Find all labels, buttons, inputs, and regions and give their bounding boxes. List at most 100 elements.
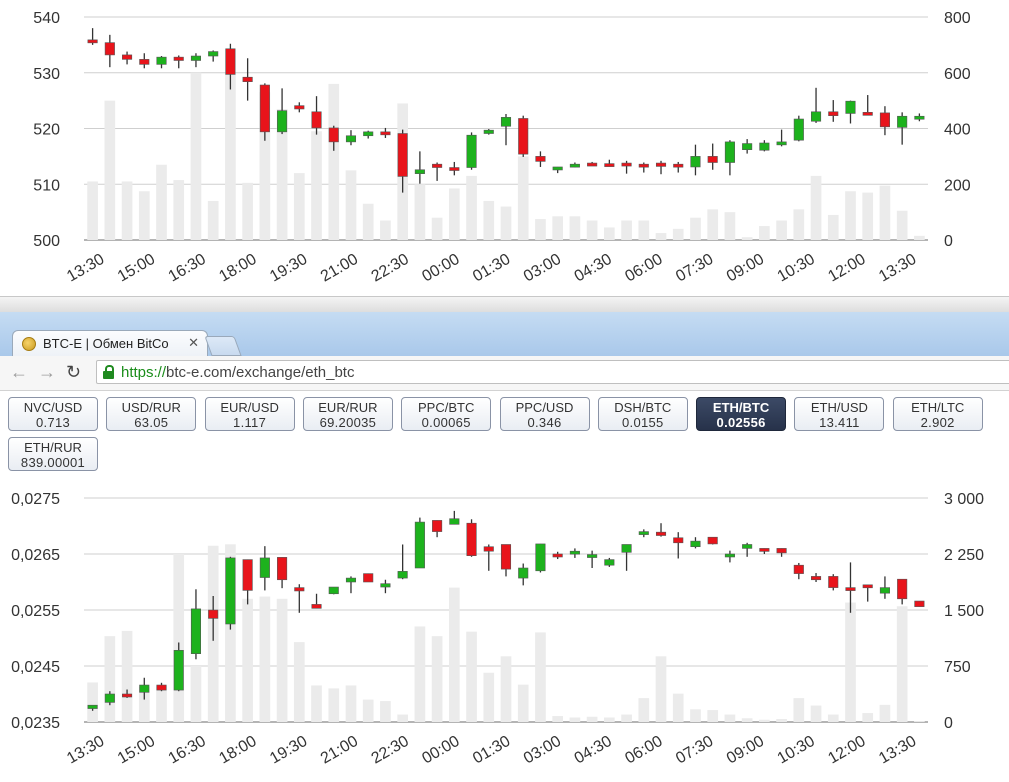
volume-bar: [638, 220, 650, 240]
volume-bar: [138, 686, 150, 722]
volume-bar: [242, 182, 253, 240]
volume-bar: [655, 656, 667, 722]
reload-icon[interactable]: ↻: [66, 362, 82, 382]
pair-name: ETH/USD: [810, 400, 868, 415]
volume-bar: [293, 642, 305, 722]
candle-up: [190, 55, 201, 61]
volume-bar: [345, 170, 357, 240]
pair-button-eur-usd[interactable]: EUR/USD 1.117: [204, 397, 295, 431]
volume-bar: [914, 721, 925, 722]
candle-down: [242, 559, 253, 591]
candle-up: [259, 557, 270, 578]
x-tick-label: 09:00: [724, 251, 767, 286]
pair-name: NVC/USD: [23, 400, 83, 415]
candle-up: [604, 559, 615, 566]
volume-bar: [707, 710, 719, 722]
pair-button-ppc-btc[interactable]: PPC/BTC 0.00065: [401, 397, 492, 431]
volume-bar: [190, 72, 202, 240]
candle-up: [500, 117, 512, 127]
candle-down: [673, 537, 684, 544]
candle-up: [811, 111, 822, 122]
pair-price: 0.02556: [716, 415, 766, 430]
x-tick-label: 13:30: [876, 733, 919, 768]
candle-down: [587, 162, 598, 167]
y-tick-label-left: 0,0275: [11, 491, 60, 508]
volume-bar: [431, 636, 443, 722]
volume-bar: [862, 713, 874, 722]
candle-down: [122, 693, 133, 698]
volume-bar: [328, 83, 340, 241]
volume-bar: [397, 714, 408, 722]
y-tick-label-right: 0: [944, 715, 953, 732]
pair-name: DSH/BTC: [614, 400, 672, 415]
volume-bar: [793, 698, 805, 722]
volume-bar: [448, 188, 460, 240]
volume-bar: [741, 718, 753, 722]
pair-button-eth-btc[interactable]: ETH/BTC 0.02556: [696, 397, 787, 431]
x-tick-label: 18:00: [216, 733, 259, 768]
volume-bar: [276, 598, 288, 722]
volume-bar: [759, 719, 770, 722]
candle-up: [345, 135, 357, 143]
x-tick-label: 03:00: [521, 733, 564, 768]
y-tick-label-left: 520: [33, 122, 60, 139]
x-tick-label: 01:30: [470, 733, 513, 768]
candle-up: [897, 115, 908, 128]
x-tick-label: 10:30: [775, 251, 818, 286]
candle-up: [690, 156, 701, 168]
address-bar[interactable]: https://btc-e.com/exchange/eth_btc: [96, 360, 1009, 384]
candle-down: [122, 54, 133, 60]
x-tick-label: 13:30: [64, 733, 107, 768]
pair-button-dsh-btc[interactable]: DSH/BTC 0.0155: [597, 397, 688, 431]
x-tick-label: 09:00: [724, 733, 767, 768]
volume-bar: [414, 626, 426, 722]
pair-button-nvc-usd[interactable]: NVC/USD 0.713: [8, 397, 98, 431]
candle-down: [242, 76, 253, 82]
volume-bar: [776, 719, 787, 722]
price-chart-bottom[interactable]: 0,0235 0 0,0245 750 0,0255 1 500 0,0265 2 250 0,…: [0, 391, 1009, 782]
candle-up: [569, 550, 580, 555]
back-arrow-icon[interactable]: ←: [10, 362, 28, 382]
candle-down: [759, 548, 770, 552]
pair-price: 1.117: [233, 415, 267, 430]
pair-price: 2.902: [920, 415, 955, 430]
candle-up: [724, 141, 735, 163]
bitcoin-favicon-icon: [22, 337, 36, 351]
pair-button-usd-rur[interactable]: USD/RUR 63.05: [106, 397, 197, 431]
candle-down: [173, 56, 184, 61]
browser-tab[interactable]: BTC-E | Обмен BitCo ✕: [12, 330, 208, 356]
pair-price: 839.00001: [20, 455, 86, 470]
candle-up: [724, 553, 735, 558]
volume-bar: [896, 210, 908, 240]
candle-down: [294, 587, 305, 592]
volume-bar: [655, 233, 667, 240]
y-tick-label-right: 0: [944, 233, 953, 250]
volume-bar: [431, 217, 443, 240]
pair-name: EUR/USD: [220, 400, 279, 415]
pair-button-eur-rur[interactable]: EUR/RUR 69.20035: [302, 397, 393, 431]
volume-bar: [311, 131, 322, 240]
candle-down: [621, 162, 632, 167]
pair-button-ppc-usd[interactable]: PPC/USD 0.346: [499, 397, 590, 431]
volume-bar: [173, 180, 185, 240]
candle-down: [862, 584, 873, 589]
candle-up: [225, 557, 236, 625]
pair-button-eth-usd[interactable]: ETH/USD 13.411: [794, 397, 885, 431]
candle-down: [638, 163, 649, 168]
close-tab-icon[interactable]: ✕: [188, 335, 199, 350]
volume-bar: [466, 175, 477, 240]
volume-bar: [259, 596, 271, 722]
candle-down: [311, 604, 322, 609]
new-tab-button[interactable]: [204, 336, 242, 356]
pair-button-eth-ltc[interactable]: ETH/LTC 2.902: [892, 397, 983, 431]
volume-bar: [604, 717, 615, 722]
volume-bar: [362, 203, 374, 240]
y-tick-label-right: 1 500: [944, 603, 984, 620]
volume-bar: [604, 227, 615, 240]
candle-up: [793, 118, 804, 141]
forward-arrow-icon[interactable]: →: [38, 362, 56, 382]
candle-down: [897, 578, 908, 600]
pair-button-eth-rur[interactable]: ETH/RUR 839.00001: [8, 437, 98, 471]
